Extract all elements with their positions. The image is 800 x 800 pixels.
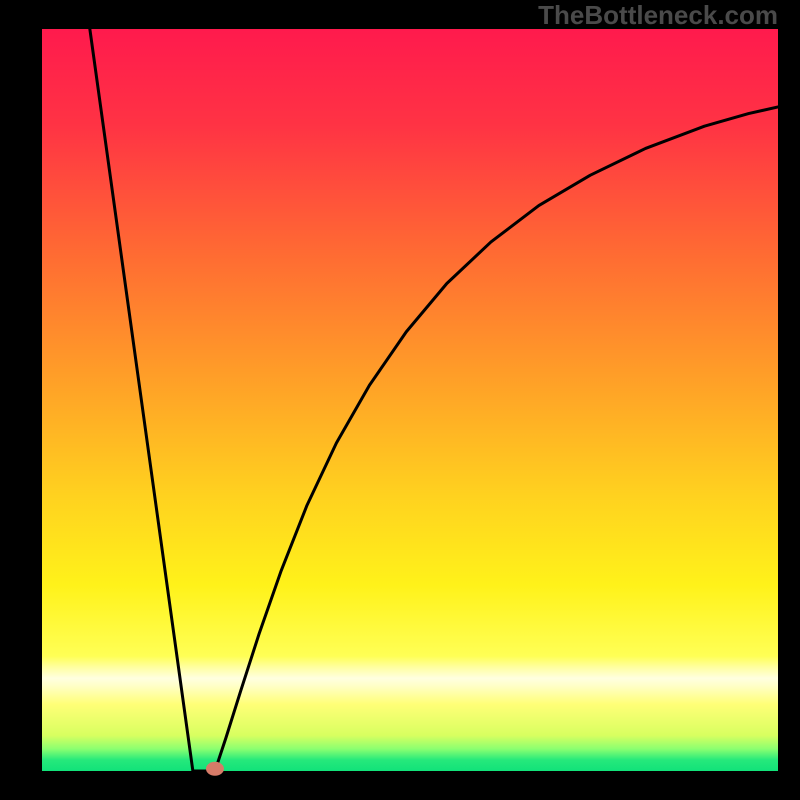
bottleneck-chart xyxy=(0,0,800,800)
optimal-point-marker xyxy=(206,762,224,776)
attribution-label: TheBottleneck.com xyxy=(538,0,778,31)
